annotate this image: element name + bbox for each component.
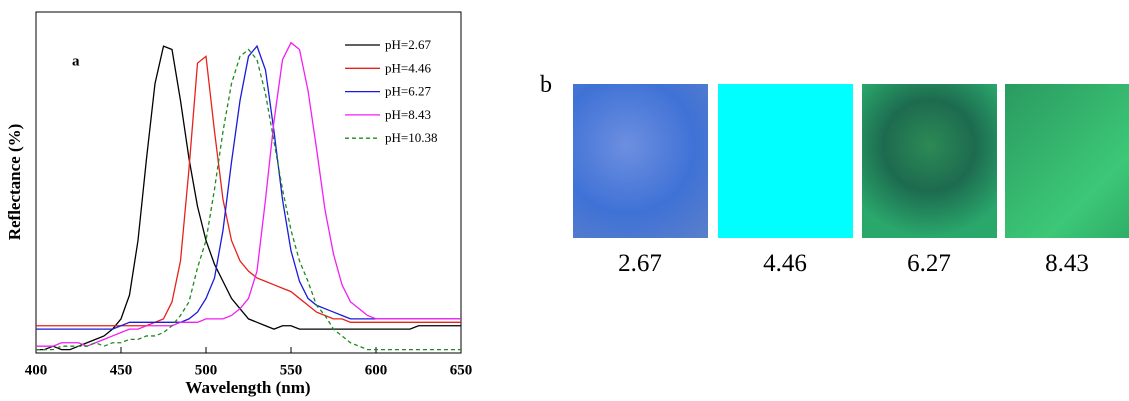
- panel-label: b: [540, 72, 552, 98]
- series-line: [36, 55, 461, 327]
- x-axis-label: Wavelength (nm): [185, 378, 310, 397]
- x-tick-label: 500: [195, 362, 218, 378]
- photo-caption: 8.43: [1045, 250, 1089, 277]
- photo-caption: 6.27: [907, 250, 951, 277]
- legend-label: pH=4.46: [385, 60, 431, 75]
- legend-label: pH=2.67: [385, 37, 431, 52]
- photo-caption: 2.67: [618, 250, 662, 277]
- legend-label: pH=10.38: [385, 130, 437, 145]
- x-tick-label: 600: [365, 362, 388, 378]
- y-axis-label: Reflectance (%): [5, 124, 24, 241]
- photo: [718, 84, 853, 238]
- x-tick-label: 400: [25, 362, 48, 378]
- series-line: [36, 48, 461, 351]
- legend-label: pH=8.43: [385, 107, 431, 122]
- photo-caption: 4.46: [763, 250, 807, 277]
- plot-frame: [35, 11, 462, 354]
- photo: [862, 84, 997, 238]
- x-tick-label: 550: [280, 362, 303, 378]
- photo: [1005, 84, 1129, 238]
- photo: [573, 84, 708, 238]
- legend-label: pH=6.27: [385, 84, 431, 99]
- panel-label: a: [72, 53, 80, 69]
- series-line: [36, 41, 461, 347]
- x-tick-label: 650: [450, 362, 473, 378]
- x-tick-label: 450: [110, 362, 133, 378]
- series-line: [36, 45, 461, 351]
